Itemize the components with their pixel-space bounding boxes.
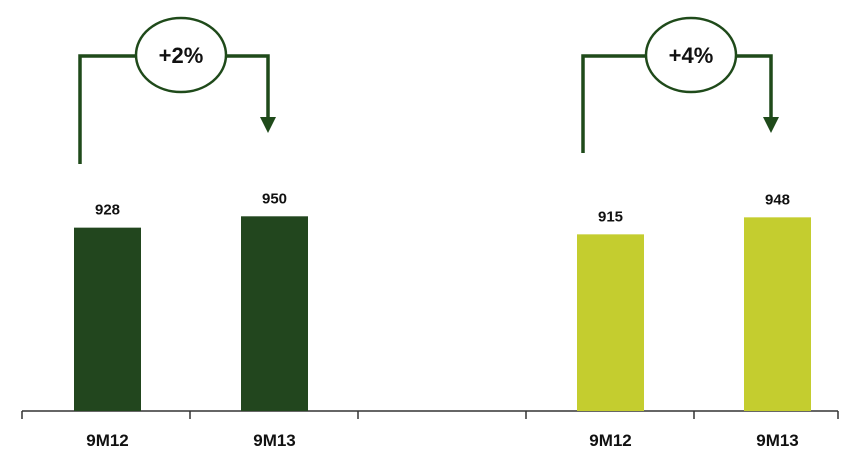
value-label-2-2: 948 [765,191,790,208]
x-tick-label-1-1: 9M12 [86,431,129,450]
bar-1-9m12 [74,227,141,411]
bar-2-9m12 [577,234,644,411]
x-tick-label-1-2: 9M13 [253,431,296,450]
value-label-1-1: 928 [95,202,120,219]
value-label-2-1: 915 [598,208,623,225]
change-badge-2 [644,16,738,94]
change-label-2: +4% [669,43,714,68]
change-label-1: +2% [159,43,204,68]
arrow-down-icon-2 [763,117,779,133]
x-tick-label-2-1: 9M12 [589,431,632,450]
arrow-down-icon-1 [260,117,276,133]
change-badge-1 [134,16,228,94]
x-tick-label-2-2: 9M13 [756,431,799,450]
bar-2-9m13 [744,217,811,411]
bar-1-9m13 [241,216,308,411]
value-label-1-2: 950 [262,190,287,207]
